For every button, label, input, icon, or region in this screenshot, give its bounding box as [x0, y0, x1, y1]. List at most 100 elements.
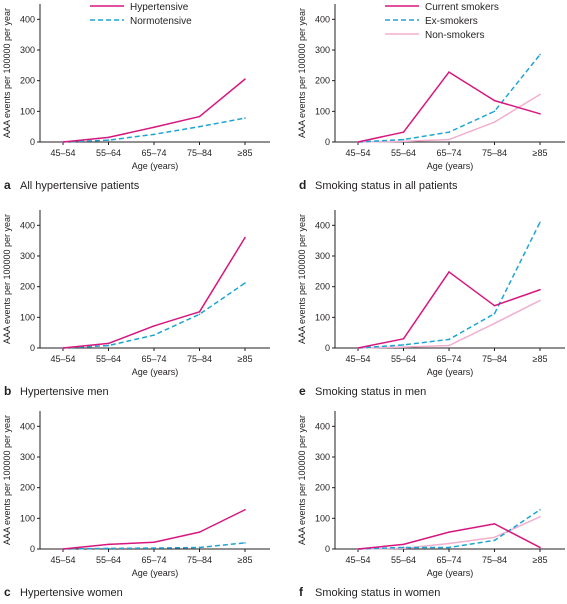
- legend-label: Non-smokers: [425, 30, 484, 41]
- data-point-ex: [493, 110, 496, 113]
- legend-label: Hypertensive: [130, 2, 189, 13]
- x-tick-label: 55–64: [391, 555, 416, 565]
- x-tick-label: ≥85: [533, 354, 548, 364]
- data-point-non: [539, 299, 541, 302]
- data-point-current: [539, 288, 541, 291]
- series-line-hypertensive: [62, 509, 246, 550]
- y-tick-label: 0: [325, 544, 330, 554]
- panel-letter: f: [299, 585, 304, 599]
- data-point-normotensive: [153, 133, 155, 136]
- x-tick-label: ≥85: [238, 148, 253, 158]
- data-point-non: [448, 344, 450, 347]
- data-point-ex: [493, 539, 496, 542]
- data-point-hypertensive: [107, 543, 110, 546]
- data-point-current: [448, 271, 450, 273]
- data-point-non: [493, 121, 496, 123]
- data-point-non: [493, 322, 496, 325]
- data-point-current: [357, 347, 359, 349]
- data-point-current: [402, 338, 405, 340]
- data-point-current: [493, 304, 496, 307]
- y-tick-label: 0: [30, 137, 35, 147]
- series-line-normotensive: [62, 117, 246, 143]
- y-tick-label: 400: [20, 14, 35, 24]
- y-tick-label: 200: [20, 483, 35, 493]
- data-point-current: [448, 71, 450, 73]
- y-axis-title: AAA events per 100000 per year: [297, 415, 307, 545]
- data-point-current: [493, 99, 496, 102]
- y-axis-title: AAA events per 100000 per year: [297, 214, 307, 344]
- x-tick-label: 75–84: [187, 354, 212, 364]
- data-point-non: [539, 516, 541, 518]
- x-tick-label: ≥85: [533, 555, 548, 565]
- panel-caption: All hypertensive patients: [20, 180, 140, 192]
- y-tick-label: 400: [20, 421, 35, 431]
- y-tick-label: 300: [315, 251, 330, 261]
- series-line-hypertensive: [62, 237, 246, 349]
- data-point-current: [357, 548, 359, 550]
- y-tick-label: 0: [30, 343, 35, 353]
- data-point-non: [539, 93, 541, 96]
- data-point-hypertensive: [198, 311, 201, 313]
- y-tick-label: 100: [315, 312, 330, 322]
- data-point-hypertensive: [153, 325, 155, 327]
- data-point-ex: [402, 546, 405, 549]
- series-line-non: [357, 93, 541, 143]
- y-tick-label: 100: [315, 513, 330, 523]
- data-point-non: [402, 346, 405, 348]
- panel-letter: b: [4, 384, 11, 398]
- data-point-hypertensive: [198, 531, 201, 533]
- panel-caption: Smoking status in all patients: [315, 180, 458, 192]
- y-tick-label: 300: [315, 45, 330, 55]
- legend-label: Current smokers: [425, 2, 499, 13]
- data-point-current: [448, 531, 450, 533]
- panel-caption: Hypertensive women: [20, 587, 123, 599]
- x-tick-label: ≥85: [533, 148, 548, 158]
- x-tick-label: 45–54: [50, 555, 75, 565]
- data-point-hypertensive: [153, 541, 155, 544]
- x-axis-title: Age (years): [427, 161, 474, 171]
- series-line-current: [357, 523, 541, 550]
- x-tick-label: 75–84: [187, 148, 212, 158]
- data-point-normotensive: [198, 125, 201, 128]
- y-tick-label: 400: [315, 220, 330, 230]
- series-line-ex: [357, 221, 541, 349]
- y-axis-title: AAA events per 100000 per year: [297, 8, 307, 138]
- x-tick-label: 75–84: [482, 354, 507, 364]
- x-tick-label: 45–54: [50, 148, 75, 158]
- data-point-ex: [448, 546, 450, 549]
- y-tick-label: 0: [325, 343, 330, 353]
- data-point-hypertensive: [198, 115, 201, 118]
- y-tick-label: 300: [315, 452, 330, 462]
- y-tick-label: 200: [20, 76, 35, 86]
- x-tick-label: 45–54: [345, 354, 370, 364]
- chart-panel-c: 0 100 200 300 400 45–54 55–64 65–74 75–84 ≥85 Age …: [2, 411, 270, 599]
- y-tick-label: 100: [20, 106, 35, 116]
- x-tick-label: 55–64: [391, 148, 416, 158]
- chart-panel-d: 0 100 200 300 400 45–54 55–64 65–74 75–84 ≥85 Age …: [297, 2, 565, 192]
- panel-letter: c: [4, 585, 11, 599]
- legend-label: Normotensive: [130, 16, 192, 27]
- data-point-non: [402, 140, 405, 143]
- legend-label: Ex-smokers: [425, 16, 478, 27]
- data-point-hypertensive: [107, 136, 110, 139]
- y-axis-title: AAA events per 100000 per year: [2, 415, 12, 545]
- data-point-non: [493, 536, 496, 539]
- x-axis-title: Age (years): [132, 568, 179, 578]
- panel-caption: Smoking status in women: [315, 587, 440, 599]
- data-point-ex: [539, 508, 541, 511]
- x-tick-label: 55–64: [96, 555, 121, 565]
- data-point-normotensive: [198, 313, 201, 316]
- data-point-ex: [493, 312, 496, 315]
- y-tick-label: 300: [20, 251, 35, 261]
- data-point-normotensive: [107, 344, 110, 347]
- x-axis-title: Age (years): [132, 367, 179, 377]
- data-point-normotensive: [153, 547, 155, 549]
- x-tick-label: 65–74: [141, 555, 166, 565]
- y-axis-title: AAA events per 100000 per year: [2, 214, 12, 344]
- x-tick-label: 55–64: [391, 354, 416, 364]
- x-tick-label: 65–74: [436, 354, 461, 364]
- x-tick-label: 75–84: [482, 555, 507, 565]
- y-tick-label: 200: [315, 282, 330, 292]
- y-tick-label: 200: [315, 483, 330, 493]
